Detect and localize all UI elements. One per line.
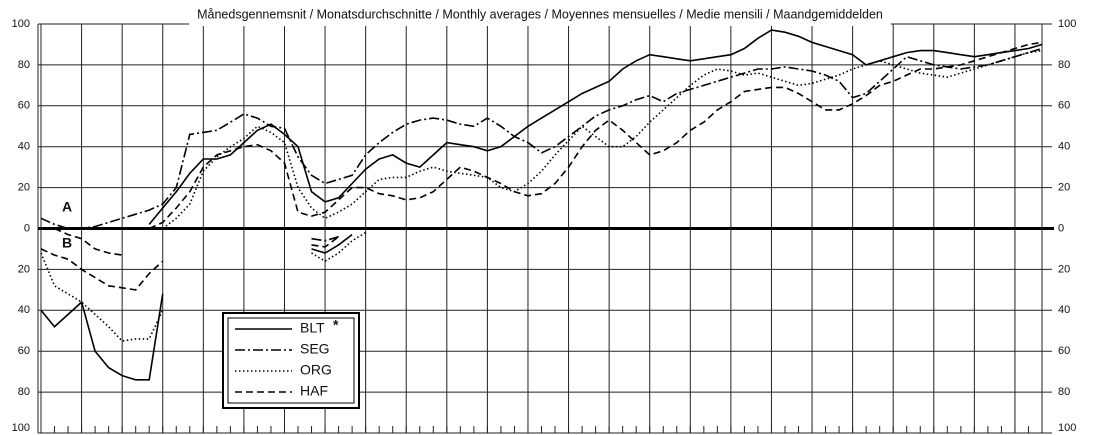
legend-label: BLT [300,320,325,336]
y-tick-label: 40 [18,304,30,316]
y-tick-label-right: 80 [1058,59,1070,71]
y-tick-label: 80 [18,59,30,71]
y-tick-label: 20 [18,182,30,194]
legend-label: SEG [300,341,330,357]
y-tick-label-right: 0 [1058,222,1064,234]
y-tick-label-right: 100 [1058,18,1076,30]
series-line [40,47,1043,230]
y-tick-label: 60 [18,345,30,357]
legend-note: * [333,317,339,333]
legend-label: ORG [300,362,332,378]
y-tick-label-right: 40 [1058,141,1070,153]
y-tick-label: 100 [12,18,30,30]
chart-title: Månedsgennemsnit / Monatsdurchschnitte /… [197,7,883,21]
series-line [311,235,339,242]
series-line [40,233,353,381]
legend-box-inner [227,317,355,404]
y-tick-label-right: 40 [1058,304,1070,316]
title-background [189,0,891,26]
y-tick-label-right: 60 [1058,345,1070,357]
y-tick-label: 100 [12,422,30,434]
y-tick-label: 80 [18,386,30,398]
y-tick-label-right: 100 [1058,422,1076,434]
y-tick-label-right: 20 [1058,263,1070,275]
legend: BLT *SEG ORG HAF [222,312,360,409]
series-line [40,236,340,291]
y-tick-label: 20 [18,263,30,275]
annotation: B [62,235,72,251]
y-tick-label-right: 20 [1058,182,1070,194]
y-tick-label: 0 [24,222,30,234]
y-tick-label-right: 60 [1058,100,1070,112]
y-tick-label: 60 [18,100,30,112]
annotation: A [62,199,72,215]
legend-label: HAF [300,383,328,399]
y-tick-label: 40 [18,141,30,153]
legend-box-outer [222,312,360,409]
series-line [54,41,1043,256]
y-tick-label-right: 80 [1058,386,1070,398]
series-line [162,49,1043,230]
series-line [148,29,1043,225]
